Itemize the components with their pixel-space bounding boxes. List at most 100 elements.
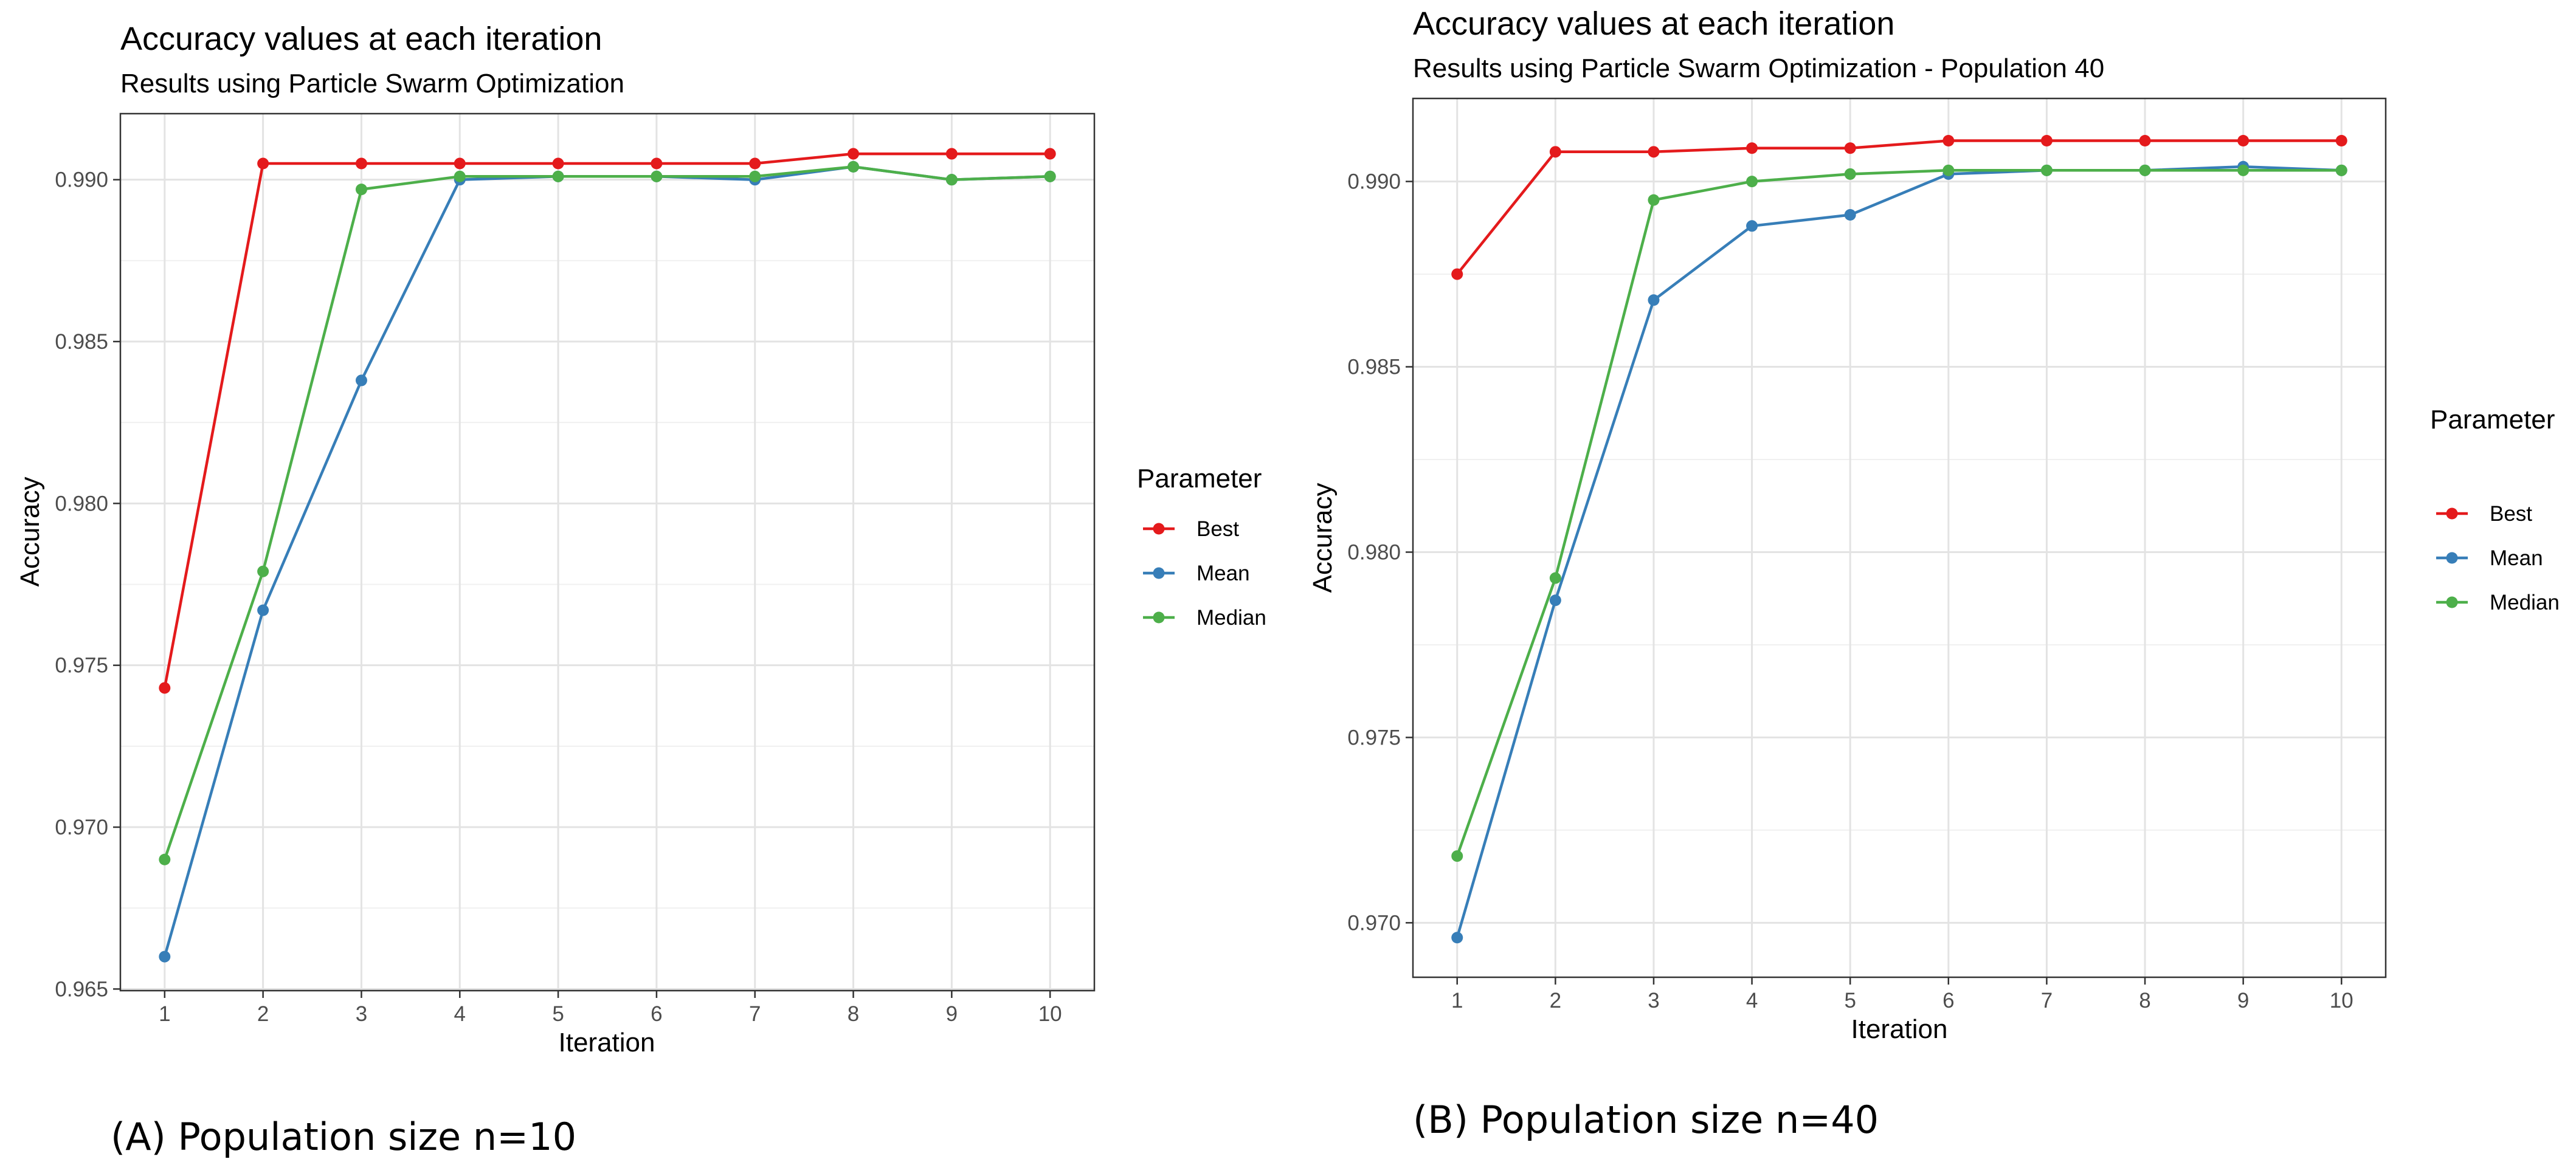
data-point-median xyxy=(1648,194,1660,206)
legend-key-point xyxy=(1153,567,1165,579)
series-line-best xyxy=(163,152,1051,689)
y-tick-label: 0.975 xyxy=(55,654,108,678)
x-tick-label: 10 xyxy=(2330,989,2353,1013)
data-point-mean xyxy=(1451,932,1463,944)
series-line-best xyxy=(1455,139,2342,275)
legend-title: Parameter xyxy=(1137,464,1262,493)
y-axis-title: Accuracy xyxy=(15,477,45,587)
x-axis-ticks: 1 2 3 4 5 6 7 8 9 10 xyxy=(1451,977,2353,1013)
x-tick-label: 1 xyxy=(1451,989,1463,1013)
data-point-median xyxy=(454,170,466,182)
legend-label: Median xyxy=(1196,606,1266,630)
chart-panel-b: Accuracy values at each iteration Result… xyxy=(1308,5,2560,1142)
legend-label: Best xyxy=(2490,502,2532,526)
plot-frame xyxy=(119,112,1096,992)
series-line-mean xyxy=(163,165,1051,957)
x-tick-label: 3 xyxy=(356,1002,367,1026)
legend-key-point xyxy=(2446,596,2458,608)
legend-key-point xyxy=(2446,507,2458,520)
y-tick-label: 0.970 xyxy=(55,816,108,839)
data-point-mean xyxy=(1648,294,1660,306)
data-point-best xyxy=(2040,135,2053,147)
data-point-best xyxy=(552,157,564,170)
data-point-median xyxy=(2040,164,2053,176)
legend-key-point xyxy=(1153,523,1165,535)
chart-subtitle: Results using Particle Swarm Optimizatio… xyxy=(120,69,624,98)
legend-key-point xyxy=(1153,611,1165,624)
data-point-best xyxy=(749,157,761,170)
data-point-median xyxy=(1044,170,1056,182)
grid-lines xyxy=(120,114,1094,991)
data-point-best xyxy=(2139,135,2151,147)
x-tick-label: 6 xyxy=(1942,989,1954,1013)
x-tick-label: 4 xyxy=(1746,989,1758,1013)
x-tick-label: 9 xyxy=(946,1002,958,1026)
data-point-median xyxy=(159,853,171,865)
legend-key-point xyxy=(2446,552,2458,564)
y-axis-ticks: 0.965 0.970 0.975 0.980 0.985 0.990 xyxy=(55,168,120,1001)
x-tick-label: 2 xyxy=(257,1002,269,1026)
x-tick-label: 1 xyxy=(159,1002,170,1026)
data-point-median xyxy=(1942,164,1955,176)
y-axis-ticks: 0.970 0.975 0.980 0.985 0.990 xyxy=(1347,170,1413,935)
legend: Parameter Best Mean Median xyxy=(2430,405,2560,614)
data-point-median xyxy=(355,184,367,196)
series-lines xyxy=(1451,135,2347,944)
data-point-best xyxy=(2237,135,2250,147)
data-point-best xyxy=(1044,148,1056,160)
y-tick-label: 0.965 xyxy=(55,977,108,1001)
y-tick-label: 0.990 xyxy=(55,168,108,192)
x-tick-label: 3 xyxy=(1648,989,1659,1013)
legend-label: Best xyxy=(1196,517,1239,541)
data-point-best xyxy=(651,157,663,170)
legend-item-mean: Mean xyxy=(2436,546,2543,570)
y-tick-label: 0.975 xyxy=(1347,726,1401,749)
data-point-median xyxy=(552,170,564,182)
y-tick-label: 0.985 xyxy=(55,330,108,354)
plot-frame xyxy=(1412,97,2387,978)
legend-label: Median xyxy=(2490,591,2560,614)
data-point-best xyxy=(355,157,367,170)
panel-caption: (A) Population size n=10 xyxy=(111,1115,576,1159)
data-point-median xyxy=(1451,850,1463,862)
series-line-median xyxy=(163,165,1051,861)
legend-item-best: Best xyxy=(2436,502,2532,526)
x-axis-title: Iteration xyxy=(1851,1014,1948,1044)
x-axis-ticks: 1 2 3 4 5 6 7 8 9 10 xyxy=(159,991,1062,1026)
legend-item-best: Best xyxy=(1143,517,1239,541)
chart-panel-a: Accuracy values at each iteration Result… xyxy=(15,21,1266,1159)
x-tick-label: 7 xyxy=(2041,989,2053,1013)
y-tick-label: 0.985 xyxy=(1347,356,1401,379)
data-point-median xyxy=(1549,572,1561,584)
legend: Parameter Best Mean Median xyxy=(1137,464,1266,630)
data-point-best xyxy=(1451,268,1463,280)
chart-title: Accuracy values at each iteration xyxy=(1413,5,1894,42)
series-line-median xyxy=(1455,169,2342,857)
legend-label: Mean xyxy=(2490,546,2543,570)
x-tick-label: 8 xyxy=(2139,989,2150,1013)
data-point-mean xyxy=(355,374,367,387)
data-point-best xyxy=(848,148,860,160)
data-point-median xyxy=(257,565,269,577)
data-point-median xyxy=(651,170,663,182)
legend-item-median: Median xyxy=(2436,591,2560,614)
x-tick-label: 8 xyxy=(848,1002,859,1026)
x-tick-label: 7 xyxy=(749,1002,761,1026)
data-point-best xyxy=(454,157,466,170)
data-point-mean xyxy=(1746,220,1758,232)
legend-item-median: Median xyxy=(1143,606,1266,630)
data-point-best xyxy=(159,682,171,694)
data-point-median xyxy=(2139,164,2151,176)
data-point-median xyxy=(1844,168,1856,180)
data-point-median xyxy=(2237,164,2250,176)
x-tick-label: 4 xyxy=(454,1002,466,1026)
x-tick-label: 5 xyxy=(552,1002,564,1026)
y-tick-label: 0.970 xyxy=(1347,911,1401,935)
data-point-median xyxy=(1746,176,1758,188)
x-axis-title: Iteration xyxy=(559,1028,655,1057)
y-tick-label: 0.990 xyxy=(1347,170,1401,194)
data-point-median xyxy=(848,160,860,173)
legend-item-mean: Mean xyxy=(1143,562,1250,585)
data-point-median xyxy=(2335,164,2347,176)
